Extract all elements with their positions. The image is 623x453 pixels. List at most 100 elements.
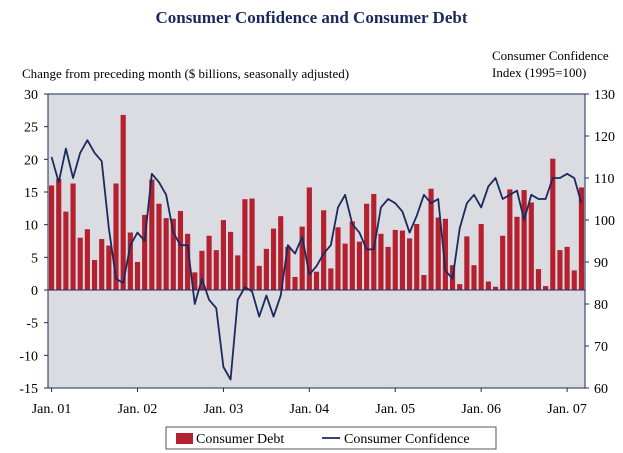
- debt-bar: [557, 250, 563, 290]
- debt-bar: [535, 269, 542, 290]
- legend-label-consumer-debt: Consumer Debt: [196, 432, 284, 447]
- debt-bar: [328, 268, 334, 290]
- debt-bar: [306, 187, 312, 290]
- debt-bar: [564, 246, 570, 290]
- debt-bar: [392, 229, 398, 290]
- debt-bar: [299, 226, 305, 290]
- debt-bar: [342, 243, 348, 290]
- left-tick-label: 10: [24, 219, 38, 234]
- debt-bar: [485, 281, 491, 290]
- right-tick-label: 70: [594, 340, 608, 355]
- debt-bar: [349, 221, 355, 290]
- legend-label-consumer-confidence: Consumer Confidence: [344, 432, 470, 447]
- debt-bar: [249, 198, 255, 290]
- plot-background: [48, 94, 585, 388]
- debt-bar: [163, 218, 169, 290]
- debt-bar: [414, 224, 420, 290]
- right-tick-label: 120: [594, 130, 615, 145]
- debt-bar: [156, 203, 162, 290]
- debt-bar: [578, 187, 584, 290]
- left-tick-label: 0: [31, 284, 38, 299]
- debt-bar: [471, 265, 477, 290]
- x-tick-label: Jan. 04: [290, 402, 330, 417]
- debt-bar: [149, 179, 155, 290]
- debt-bar: [99, 239, 105, 290]
- debt-bar: [206, 235, 212, 290]
- debt-bar: [528, 202, 534, 290]
- debt-bar: [550, 158, 556, 290]
- debt-bar: [63, 211, 69, 290]
- debt-bar: [278, 216, 284, 290]
- right-tick-label: 130: [594, 88, 615, 103]
- chart-title: Consumer Confidence and Consumer Debt: [155, 8, 468, 27]
- debt-bar: [428, 188, 434, 290]
- debt-bar: [91, 259, 98, 290]
- debt-bar: [442, 218, 448, 290]
- debt-bar: [521, 190, 527, 290]
- debt-bar: [177, 210, 184, 290]
- debt-bar: [170, 218, 176, 290]
- x-tick-label: Jan. 01: [32, 402, 72, 417]
- debt-bars: [49, 114, 584, 290]
- debt-bar: [385, 246, 391, 290]
- debt-bar: [70, 183, 76, 290]
- debt-bar: [435, 217, 441, 290]
- debt-bar: [77, 237, 83, 290]
- right-tick-label: 90: [594, 256, 608, 271]
- debt-bar: [213, 250, 219, 290]
- debt-bar: [371, 193, 377, 290]
- debt-bar: [492, 286, 499, 290]
- debt-bar: [113, 183, 119, 290]
- left-tick-label: -15: [19, 382, 38, 397]
- right-tick-label: 60: [594, 382, 608, 397]
- debt-bar: [364, 203, 370, 290]
- debt-bar: [571, 270, 577, 290]
- debt-bar: [313, 271, 320, 290]
- debt-bar: [49, 185, 55, 290]
- debt-bar: [514, 216, 520, 290]
- debt-bar: [185, 233, 191, 290]
- debt-bar: [407, 238, 413, 290]
- legend: Consumer Debt Consumer Confidence: [165, 426, 497, 450]
- debt-bar: [507, 189, 513, 290]
- left-tick-label: 5: [31, 251, 38, 266]
- right-axis-label-line1: Consumer Confidence: [492, 48, 609, 63]
- left-tick-label: 30: [24, 88, 38, 103]
- debt-bar: [56, 178, 62, 290]
- plot-frame: [47, 93, 586, 389]
- left-tick-label: 20: [24, 153, 38, 168]
- x-tick-label: Jan. 07: [547, 402, 587, 417]
- debt-bar: [228, 231, 234, 290]
- debt-bar: [321, 210, 327, 290]
- debt-bar: [378, 233, 384, 290]
- debt-bar: [192, 272, 198, 290]
- right-tick-label: 80: [594, 298, 608, 313]
- debt-bar: [500, 235, 506, 290]
- debt-bar: [399, 230, 405, 290]
- debt-bar: [270, 228, 277, 290]
- debt-bar: [292, 276, 298, 290]
- x-tick-label: Jan. 06: [461, 402, 501, 417]
- left-tick-label: -5: [26, 317, 38, 332]
- debt-bar: [457, 284, 463, 290]
- debt-bar: [464, 236, 470, 290]
- debt-bar: [235, 255, 241, 290]
- x-axis: Jan. 01 Jan. 02 Jan. 03 Jan. 04 Jan. 05 Jan. …: [32, 388, 587, 417]
- confidence-line: [50, 139, 583, 381]
- debt-bar: [120, 114, 126, 290]
- right-tick-label: 110: [594, 172, 614, 187]
- debt-bar: [285, 246, 291, 290]
- left-tick-label: 25: [24, 121, 38, 136]
- debt-bar: [84, 229, 90, 290]
- debt-bar: [478, 224, 484, 290]
- debt-bar: [142, 214, 148, 290]
- right-axis: 130 120 110 100 90 80 70 60: [585, 88, 615, 397]
- debt-bar: [335, 227, 341, 290]
- legend-swatch-consumer-debt: [176, 433, 193, 444]
- right-tick-label: 100: [594, 214, 615, 229]
- debt-bar: [106, 245, 112, 290]
- debt-bar: [421, 274, 427, 290]
- x-tick-label: Jan. 02: [118, 402, 158, 417]
- debt-bar: [127, 232, 133, 290]
